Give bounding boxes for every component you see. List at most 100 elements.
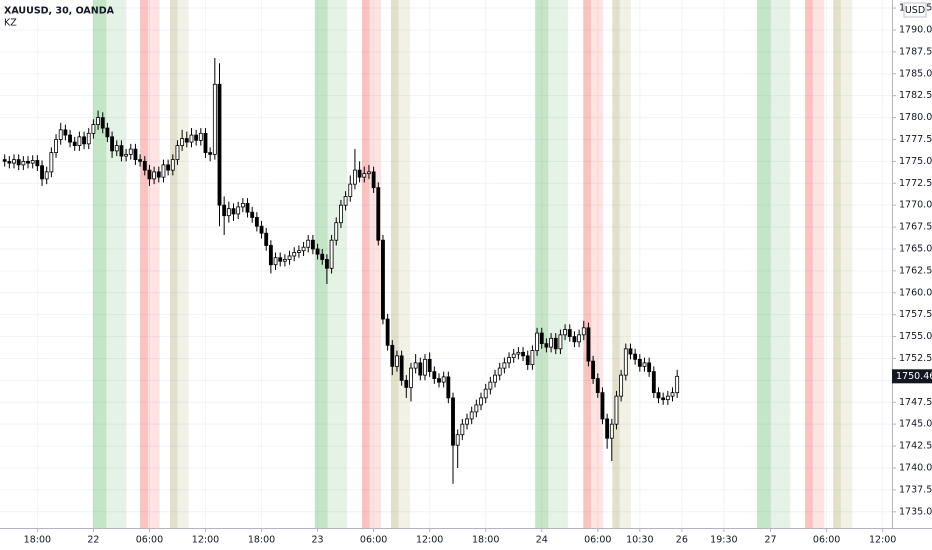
candle-body-up: [665, 395, 670, 401]
candle-body-down: [217, 83, 222, 206]
candle-body-down: [119, 145, 124, 157]
candle-body-up: [343, 196, 348, 206]
candle-body-up: [581, 327, 586, 336]
candle-body-up: [530, 350, 535, 366]
candle-body-up: [296, 250, 301, 253]
candle-body-down: [591, 360, 596, 380]
candle-body-down: [605, 418, 610, 439]
y-tick-label: 1765.000: [899, 243, 932, 254]
candle-body-up: [12, 159, 16, 164]
kill-zone-core: [535, 0, 549, 528]
last-price-label: 1750.465: [896, 371, 932, 382]
candle-body-down: [315, 248, 320, 255]
candle-body-down: [133, 148, 138, 161]
y-tick-label: 1737.500: [899, 484, 932, 495]
candle-body-up: [502, 362, 507, 369]
y-tick-label: 1790.000: [899, 24, 932, 35]
kill-zone-core: [140, 0, 148, 528]
candle-body-up: [212, 83, 217, 155]
candle-body-up: [441, 376, 446, 383]
candle-body-up: [44, 171, 49, 180]
y-tick-label: 1757.500: [899, 309, 932, 320]
kill-zone: [535, 0, 568, 528]
candle-body-down: [376, 187, 381, 241]
kill-zone-core: [612, 0, 620, 528]
currency-label[interactable]: USD: [905, 5, 925, 16]
candle-body-down: [166, 164, 171, 171]
candle-body-up: [460, 423, 465, 436]
candle-body-up: [58, 129, 63, 140]
candle-body-up: [91, 124, 96, 134]
kill-zone-core: [314, 0, 328, 528]
candle-body-up: [619, 374, 624, 397]
candle-body-down: [418, 362, 423, 376]
candle-body-up: [479, 397, 483, 406]
candle-body-up: [423, 358, 427, 376]
candle-body-down: [656, 392, 661, 399]
candle-body-down: [278, 257, 283, 262]
candle-body-down: [651, 371, 656, 394]
candle-body-up: [170, 159, 175, 171]
candle-body-up: [577, 334, 582, 343]
candle-body-down: [2, 159, 7, 162]
candle-body-up: [49, 152, 54, 173]
candle-body-up: [488, 381, 493, 390]
candle-body-up: [54, 139, 58, 154]
kill-zone: [805, 0, 825, 528]
x-tick-label: 23: [312, 535, 324, 546]
currency-box[interactable]: [903, 2, 927, 18]
y-tick-label: 1782.500: [899, 90, 932, 101]
candle-body-up: [96, 117, 100, 125]
x-tick-label: 18:00: [248, 535, 275, 546]
x-tick-label: 24: [536, 535, 548, 546]
candle-body-up: [507, 357, 511, 364]
candle-body-up: [273, 257, 278, 266]
candle-body-up: [353, 169, 357, 185]
candle-body-up: [367, 171, 371, 175]
candle-body-up: [409, 367, 413, 388]
candle-body-up: [609, 423, 614, 439]
y-tick-label: 1777.500: [899, 134, 932, 145]
kill-zone-core: [169, 0, 178, 528]
candle-body-down: [254, 217, 259, 227]
candle-body-down: [637, 358, 642, 367]
candle-body-up: [511, 353, 516, 359]
x-tick-label: 12:00: [869, 535, 896, 546]
candle-body-up: [563, 329, 568, 336]
kill-zone: [833, 0, 853, 528]
candle-body-up: [558, 334, 563, 350]
candle-body-up: [30, 160, 35, 164]
candle-body-up: [198, 132, 203, 141]
kill-zones: [92, 0, 853, 528]
candle-body-up: [189, 134, 194, 143]
candle-body-up: [469, 411, 474, 420]
kill-zone: [92, 0, 127, 528]
x-tick-label: 26: [676, 535, 688, 546]
candle-body-up: [497, 367, 502, 376]
candle-body-down: [399, 355, 404, 381]
candle-body-up: [642, 362, 647, 367]
x-tick-label: 19:30: [710, 535, 737, 546]
y-tick-label: 1762.500: [899, 265, 932, 276]
candle-body-down: [544, 343, 549, 348]
y-tick-label: 1785.000: [899, 68, 932, 79]
y-tick-label: 1780.000: [899, 112, 932, 123]
candle-body-up: [306, 239, 311, 248]
candle-body-down: [324, 259, 329, 269]
kill-zone-core: [92, 0, 107, 528]
candle-body-up: [670, 392, 675, 397]
candle-body-down: [427, 358, 432, 373]
x-tick-label: 12:00: [192, 535, 219, 546]
candle-body-down: [184, 138, 189, 143]
candle-body-down: [586, 327, 591, 362]
candle-body-up: [334, 222, 339, 241]
candle-body-down: [525, 355, 530, 366]
symbol-title: XAUUSD, 30, OANDA: [4, 6, 115, 17]
kill-zone: [757, 0, 791, 528]
y-tick-label: 1770.000: [899, 200, 932, 211]
y-tick-label: 1745.000: [899, 419, 932, 430]
candle-body-down: [259, 225, 264, 234]
candle-body-down: [647, 362, 652, 373]
candle-body-down: [320, 253, 325, 260]
